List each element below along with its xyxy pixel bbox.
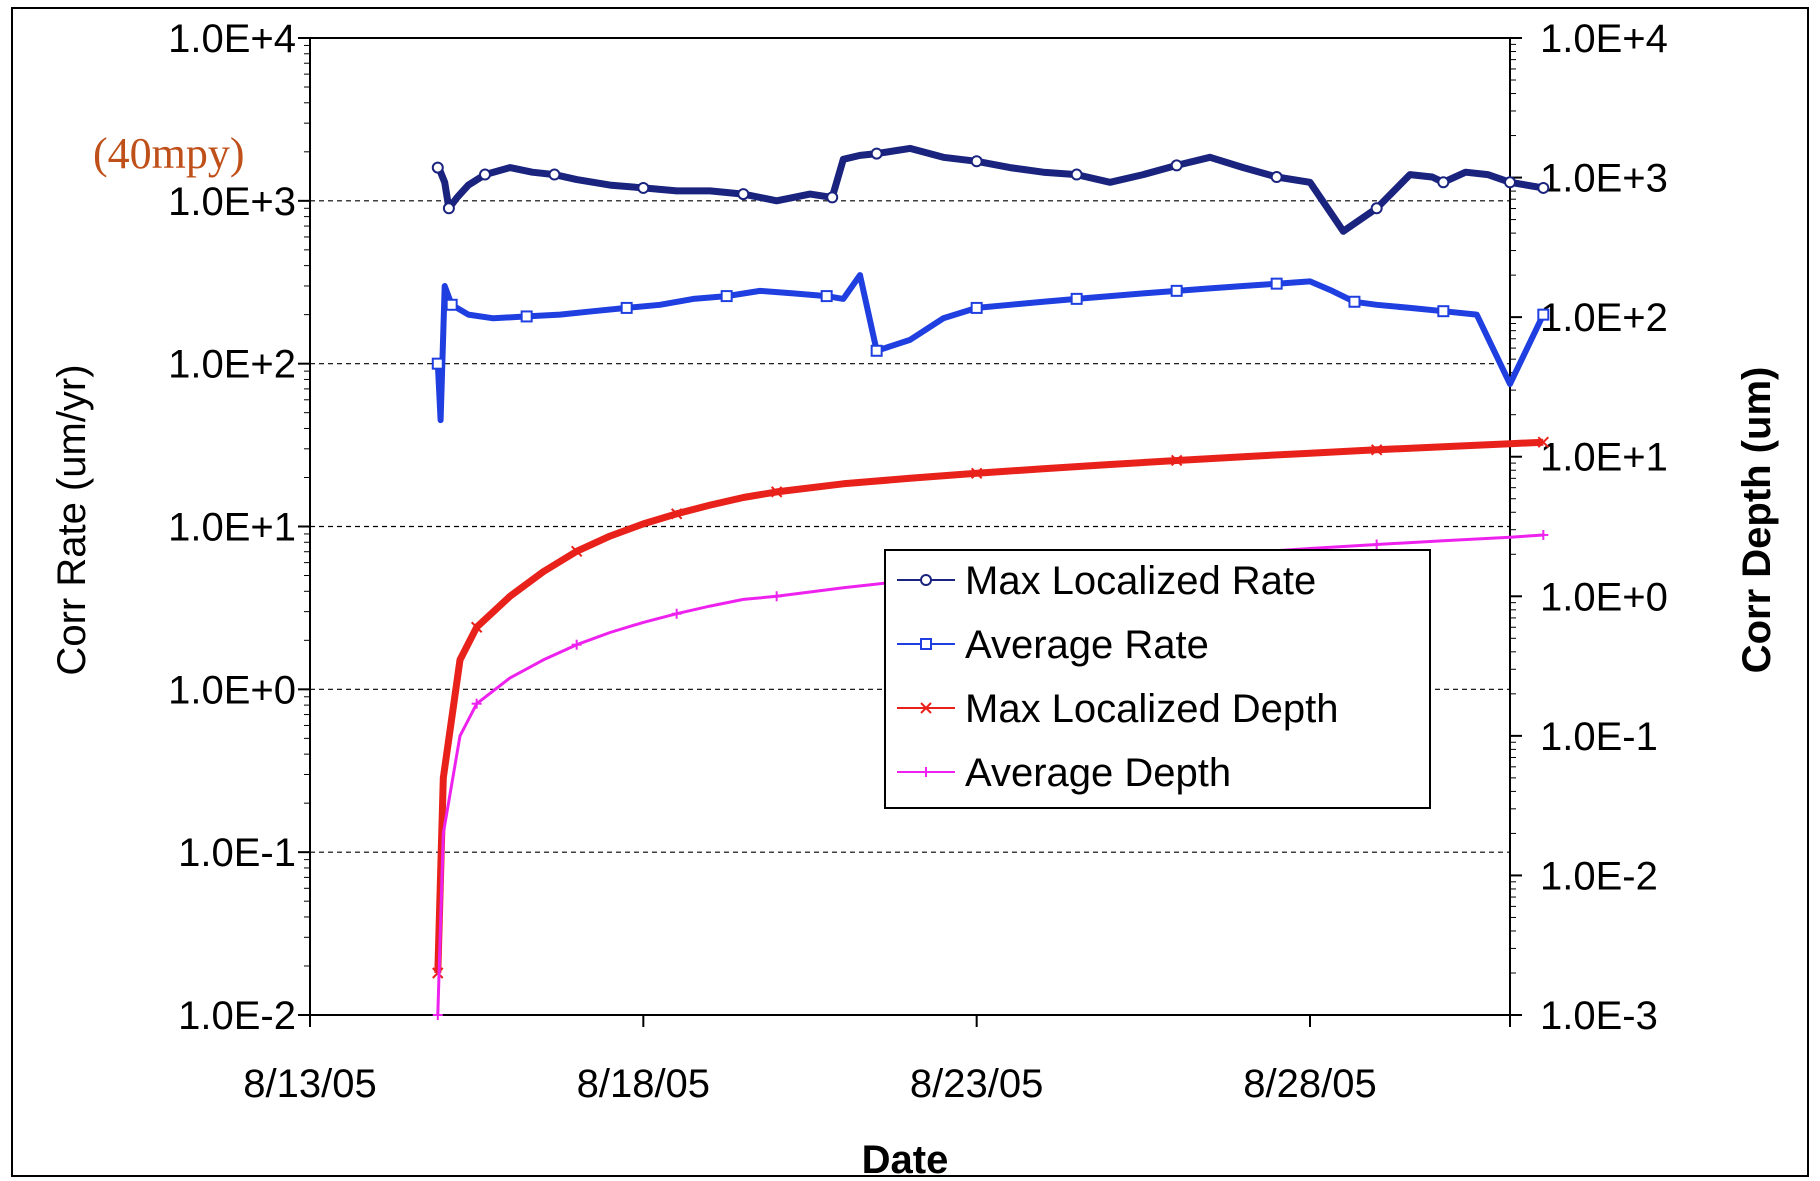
- data-point: [1170, 454, 1183, 467]
- legend-entry: Average Rate: [897, 623, 1209, 667]
- legend-label: Average Depth: [965, 751, 1231, 795]
- y-tick-label-left: 1.0E+2: [168, 343, 296, 387]
- y-tick-label-right: 1.0E+1: [1540, 436, 1668, 480]
- y-axis-title-left: Corr Rate (um/yr): [50, 364, 94, 675]
- data-point: [445, 298, 458, 311]
- legend-label: Average Rate: [965, 623, 1209, 667]
- data-point: [1070, 168, 1083, 181]
- data-point: [1504, 176, 1516, 189]
- data-point: [770, 486, 783, 498]
- y-tick-label-right: 1.0E+0: [1540, 575, 1668, 619]
- legend-marker: [921, 767, 931, 777]
- legend: Max Localized Rate Average Rate Max Locali…: [884, 549, 1431, 809]
- legend-marker: [920, 638, 932, 650]
- legend-entry: Max Localized Depth: [897, 687, 1339, 731]
- legend-marker: [920, 702, 932, 714]
- data-point: [820, 290, 833, 303]
- x-axis-title: Date: [862, 1138, 949, 1181]
- data-point: [1537, 308, 1550, 321]
- right-axis: 1.0E-3 1.0E-2 1.0E-1 1.0E+0 1.0E+1 1.0E+2 1.0E…: [1510, 17, 1668, 1038]
- data-point: [771, 591, 782, 602]
- data-point: [670, 508, 683, 520]
- left-axis: 1.0E-2 1.0E-1 1.0E+0 1.0E+1 1.0E+2 1.0E+3 1.0E…: [168, 17, 310, 1038]
- series-line: [434, 144, 1544, 235]
- data-point: [548, 168, 561, 181]
- data-point: [1437, 176, 1450, 189]
- y-tick-label-right: 1.0E-2: [1540, 854, 1658, 898]
- y-tick-label-left: 1.0E+4: [168, 17, 296, 61]
- data-point: [826, 191, 839, 204]
- data-point: [520, 310, 533, 323]
- data-point: [570, 545, 583, 558]
- data-point: [970, 155, 983, 168]
- legend-label: Max Localized Rate: [965, 559, 1316, 603]
- data-point: [970, 301, 983, 314]
- data-point: [470, 621, 483, 633]
- data-point: [637, 181, 650, 194]
- x-tick-label: 8/18/05: [577, 1062, 710, 1106]
- data-point: [1170, 284, 1183, 297]
- x-tick-label: 8/28/05: [1243, 1062, 1376, 1106]
- y-tick-label-left: 1.0E-2: [178, 994, 296, 1038]
- data-point: [431, 357, 444, 370]
- legend-box: [884, 549, 1431, 809]
- data-point: [1437, 305, 1450, 318]
- data-point: [737, 188, 750, 201]
- y-tick-label-left: 1.0E-1: [178, 831, 296, 875]
- legend-marker: [920, 574, 932, 586]
- y-tick-label-right: 1.0E-1: [1540, 715, 1658, 759]
- legend-entry: Max Localized Rate: [897, 559, 1316, 603]
- data-point: [1537, 181, 1550, 194]
- data-point: [620, 301, 633, 314]
- data-point: [471, 698, 482, 709]
- y-tick-label-right: 1.0E+3: [1540, 157, 1668, 201]
- data-point: [1371, 539, 1382, 550]
- data-point: [442, 202, 455, 215]
- data-point: [1538, 529, 1549, 540]
- data-point: [1270, 171, 1283, 184]
- series-max-localized-rate: [431, 144, 1550, 235]
- data-point: [431, 161, 444, 174]
- y-tick-label-right: 1.0E-3: [1540, 994, 1658, 1038]
- annotation-40mpy: (40mpy): [93, 129, 245, 178]
- data-point: [1370, 202, 1383, 215]
- data-point: [970, 467, 983, 480]
- legend-entry: Average Depth: [897, 751, 1231, 795]
- series-layer: [431, 144, 1550, 1020]
- data-point: [671, 608, 682, 619]
- data-point: [1348, 295, 1361, 308]
- y-tick-label-left: 1.0E+1: [168, 506, 296, 550]
- y-tick-label-right: 1.0E+4: [1540, 17, 1668, 61]
- x-tick-label: 8/13/05: [243, 1062, 376, 1106]
- legend-label: Max Localized Depth: [965, 687, 1339, 731]
- data-point: [720, 290, 733, 303]
- y-tick-label-left: 1.0E+0: [168, 668, 296, 712]
- data-point: [1270, 277, 1283, 290]
- series-average-rate: [431, 272, 1550, 424]
- series-line: [434, 272, 1547, 424]
- data-point: [1537, 436, 1550, 448]
- y-tick-label-right: 1.0E+2: [1540, 296, 1668, 340]
- x-tick-label: 8/23/05: [910, 1062, 1043, 1106]
- series-max-localized-depth: [432, 436, 1550, 979]
- data-point: [870, 344, 883, 357]
- data-point: [432, 1010, 443, 1020]
- x-axis: 8/13/05 8/18/05 8/23/05 8/28/05: [243, 1015, 1511, 1106]
- data-point: [870, 147, 883, 160]
- data-point: [1070, 292, 1083, 305]
- data-point: [1170, 159, 1183, 172]
- data-point: [479, 168, 491, 181]
- y-tick-label-left: 1.0E+3: [168, 180, 296, 224]
- data-point: [571, 639, 582, 650]
- y-axis-title-right: Corr Depth (um): [1735, 367, 1779, 674]
- data-point: [1370, 444, 1383, 456]
